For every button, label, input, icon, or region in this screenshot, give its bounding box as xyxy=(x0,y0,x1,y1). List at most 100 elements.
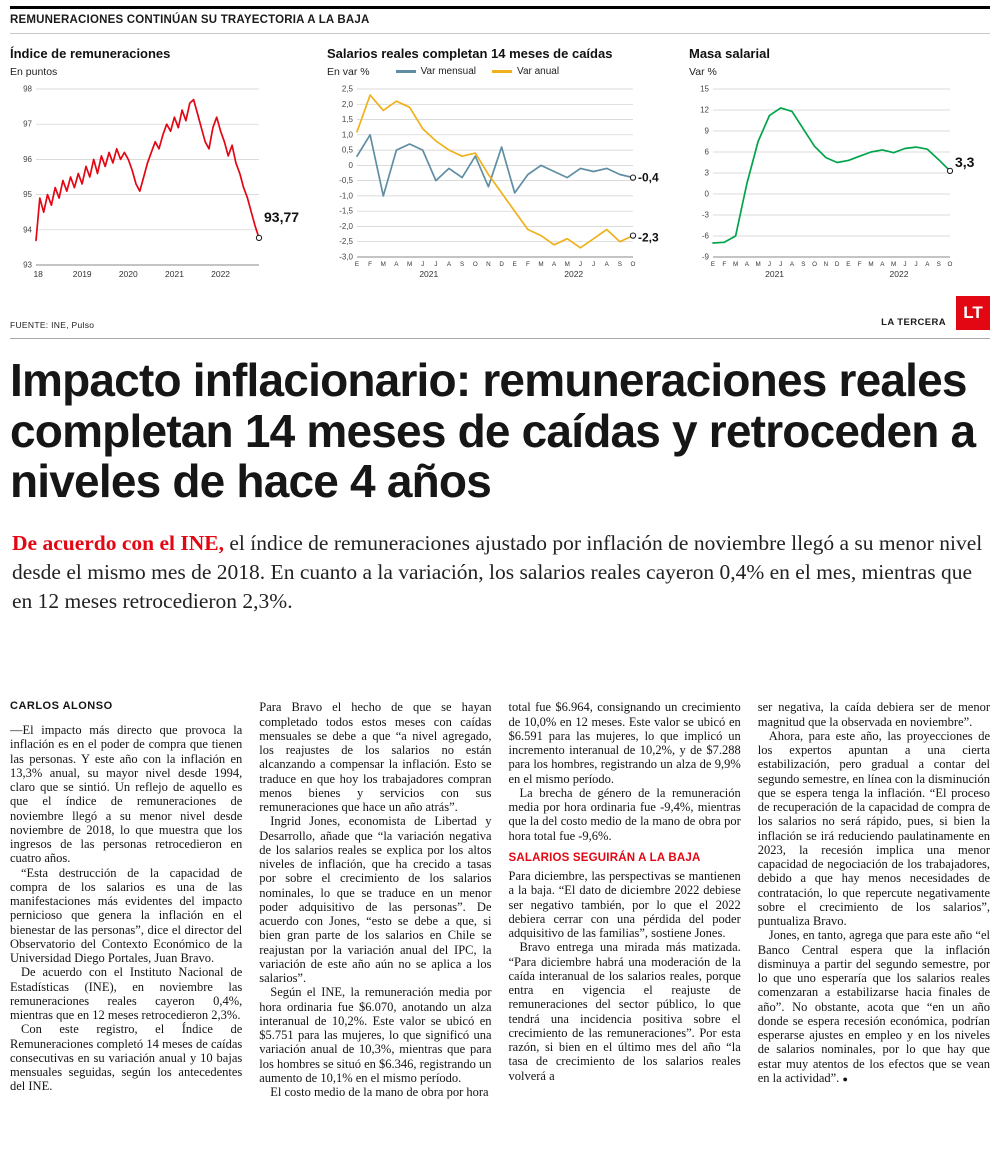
legend-swatch-icon xyxy=(492,70,513,73)
svg-text:M: M xyxy=(381,261,386,268)
article-paragraph: Con este registro, el Índice de Remunera… xyxy=(10,1022,243,1094)
svg-text:A: A xyxy=(394,261,399,268)
svg-text:A: A xyxy=(880,261,885,268)
svg-text:M: M xyxy=(407,261,412,268)
article-paragraph: El costo medio de la mano de obra por ho… xyxy=(270,1085,489,1100)
svg-text:-0,4: -0,4 xyxy=(638,171,659,185)
svg-text:3,3: 3,3 xyxy=(955,154,975,170)
svg-text:3: 3 xyxy=(705,169,710,178)
article-end-mark-icon: ● xyxy=(842,1073,848,1084)
article-paragraph: Ahora, para este año, las proyecciones d… xyxy=(757,728,990,929)
svg-text:A: A xyxy=(605,261,610,268)
svg-text:S: S xyxy=(801,261,805,268)
svg-text:2021: 2021 xyxy=(419,269,438,279)
svg-text:-2,3: -2,3 xyxy=(638,231,659,245)
chart-title: Índice de remuneraciones xyxy=(10,46,171,61)
svg-text:-1,0: -1,0 xyxy=(339,191,353,200)
svg-text:J: J xyxy=(434,261,437,268)
svg-text:F: F xyxy=(368,261,372,268)
headline: Impacto inflacionario: remuneraciones re… xyxy=(10,354,976,508)
legend-item-var-mensual: Var mensual xyxy=(395,66,477,77)
svg-text:F: F xyxy=(722,261,726,268)
svg-text:1,5: 1,5 xyxy=(342,115,354,124)
svg-text:-9: -9 xyxy=(702,253,710,262)
svg-text:0: 0 xyxy=(349,161,354,170)
legend-swatch-icon xyxy=(395,70,416,73)
svg-text:M: M xyxy=(868,261,873,268)
lede-text: el índice de remuneraciones ajustado por… xyxy=(12,530,983,614)
article-column-3: total fue $6.964, consignando un crecimi… xyxy=(509,700,741,1159)
svg-text:-0,5: -0,5 xyxy=(339,176,353,185)
svg-text:F: F xyxy=(526,261,530,268)
svg-text:-3,0: -3,0 xyxy=(339,253,353,262)
svg-text:A: A xyxy=(552,261,557,268)
svg-text:2022: 2022 xyxy=(564,269,583,279)
chart-panel-masa-salarial: Masa salarial Var % 15 12 9 6 3 0 -3 -6 -9 E F M A M J… xyxy=(689,46,984,290)
legend-label: Var mensual xyxy=(420,66,477,77)
svg-text:93: 93 xyxy=(23,261,32,270)
article-column-4: ser negativa, la caída debiera ser de me… xyxy=(758,700,990,1159)
brand: LA TERCERA LT xyxy=(881,296,990,330)
section-subhead: SALARIOS SEGUIRÁN A LA BAJA xyxy=(508,851,701,864)
svg-text:1,0: 1,0 xyxy=(342,130,354,139)
svg-text:D: D xyxy=(499,261,504,268)
svg-text:2,5: 2,5 xyxy=(342,85,354,94)
svg-text:2022: 2022 xyxy=(890,269,909,279)
svg-text:M: M xyxy=(733,261,738,268)
svg-text:J: J xyxy=(915,261,918,268)
svg-text:E: E xyxy=(355,261,359,268)
article-paragraph: Jones, en tanto, agrega que para este añ… xyxy=(758,928,990,1085)
svg-text:A: A xyxy=(925,261,930,268)
svg-text:-2,0: -2,0 xyxy=(339,222,353,231)
chart-subtitle: En puntos xyxy=(10,65,58,78)
article-paragraph: Según el INE, la remuneración media por … xyxy=(259,985,492,1085)
article-paragraph: La brecha de género de la remuneración m… xyxy=(508,785,741,843)
svg-text:94: 94 xyxy=(23,225,32,234)
svg-text:A: A xyxy=(447,261,452,268)
svg-text:E: E xyxy=(846,261,850,268)
svg-text:2020: 2020 xyxy=(119,269,138,279)
lede: De acuerdo con el INE, el índice de remu… xyxy=(12,529,988,617)
svg-text:2022: 2022 xyxy=(211,269,230,279)
svg-text:O: O xyxy=(812,261,817,268)
svg-text:93,77: 93,77 xyxy=(264,209,299,225)
article-paragraph: Para Bravo el hecho de que se hayan comp… xyxy=(259,700,492,815)
salarios-reales-line-chart: 2,5 2,0 1,5 1,0 0,5 0 -0,5 -1,0 -1,5 -2,0 -2,5 -3,0… xyxy=(339,85,659,280)
svg-text:J: J xyxy=(592,261,595,268)
svg-text:J: J xyxy=(579,261,582,268)
svg-text:15: 15 xyxy=(700,85,709,94)
byline: CARLOS ALONSO xyxy=(10,700,113,713)
svg-text:J: J xyxy=(903,261,906,268)
svg-text:O: O xyxy=(473,261,478,268)
article-column-1: CARLOS ALONSO —El impacto más directo qu… xyxy=(10,700,242,1159)
article-paragraph-text: Jones, en tanto, agrega que para este añ… xyxy=(757,928,990,1085)
svg-text:M: M xyxy=(755,261,760,268)
svg-text:J: J xyxy=(779,261,782,268)
svg-text:N: N xyxy=(824,261,829,268)
chart-title: Masa salarial xyxy=(689,46,770,61)
article-paragraph: “Esta destrucción de la capacidad de com… xyxy=(10,865,243,966)
svg-text:12: 12 xyxy=(700,106,709,115)
svg-text:-3: -3 xyxy=(702,211,710,220)
article-paragraph: De acuerdo con el Instituto Nacional de … xyxy=(10,965,243,1023)
svg-text:2019: 2019 xyxy=(73,269,92,279)
chart-subtitle: En var % xyxy=(327,65,370,78)
svg-text:J: J xyxy=(421,261,424,268)
chart-subtitle: Var % xyxy=(689,65,717,78)
svg-text:9: 9 xyxy=(705,127,710,136)
svg-text:97: 97 xyxy=(23,120,32,129)
legend-label: Var anual xyxy=(517,66,560,77)
la-tercera-logo-icon: LT xyxy=(956,296,990,330)
article-paragraph: total fue $6.964, consignando un crecimi… xyxy=(508,700,741,786)
svg-text:96: 96 xyxy=(23,155,32,164)
brand-name: LA TERCERA xyxy=(881,317,946,328)
svg-text:18: 18 xyxy=(33,269,43,279)
lede-lead-in: De acuerdo con el INE, xyxy=(12,530,224,555)
svg-text:A: A xyxy=(790,261,795,268)
article-paragraph: ser negativa, la caída debiera ser de me… xyxy=(757,700,990,729)
svg-text:D: D xyxy=(835,261,840,268)
svg-text:F: F xyxy=(858,261,862,268)
svg-text:-6: -6 xyxy=(702,232,710,241)
